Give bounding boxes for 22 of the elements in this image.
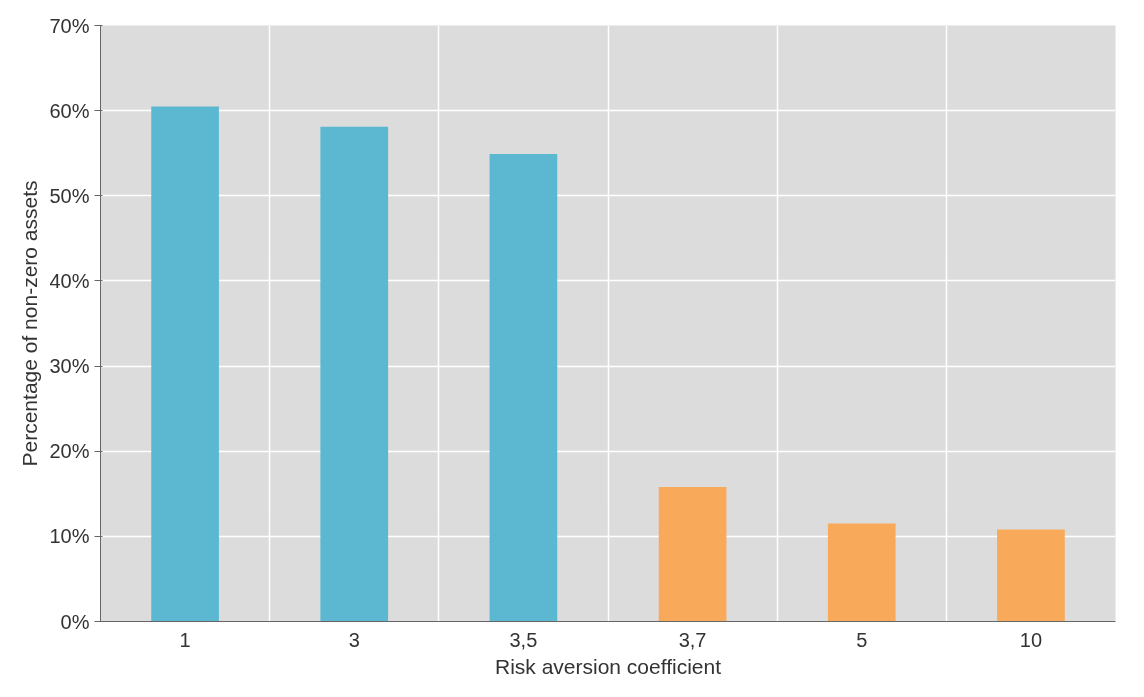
y-tick-label: 30% xyxy=(49,355,90,378)
bar xyxy=(827,523,896,622)
bar xyxy=(489,154,558,622)
y-tick-label: 50% xyxy=(49,184,90,207)
x-tick-label: 1 xyxy=(179,628,191,651)
bar xyxy=(658,486,727,622)
y-tick-label: 0% xyxy=(60,610,90,633)
y-axis-title: Percentage of non-zero assets xyxy=(18,180,42,467)
y-tick-label: 60% xyxy=(49,99,90,122)
x-tick-label: 3,7 xyxy=(678,628,707,651)
x-tick-label: 3 xyxy=(348,628,360,651)
y-tick-label: 40% xyxy=(49,269,90,292)
bar xyxy=(997,529,1065,622)
x-tick-label: 3,5 xyxy=(509,628,538,651)
y-tick-label: 20% xyxy=(49,440,90,463)
y-tick-label: 10% xyxy=(49,525,90,548)
bar xyxy=(320,126,389,622)
bar xyxy=(151,106,219,622)
x-tick-label: 10 xyxy=(1019,628,1043,651)
x-axis-title: Risk aversion coefficient xyxy=(494,654,722,678)
y-tick-label: 70% xyxy=(49,14,90,37)
x-tick-label: 5 xyxy=(856,628,868,651)
